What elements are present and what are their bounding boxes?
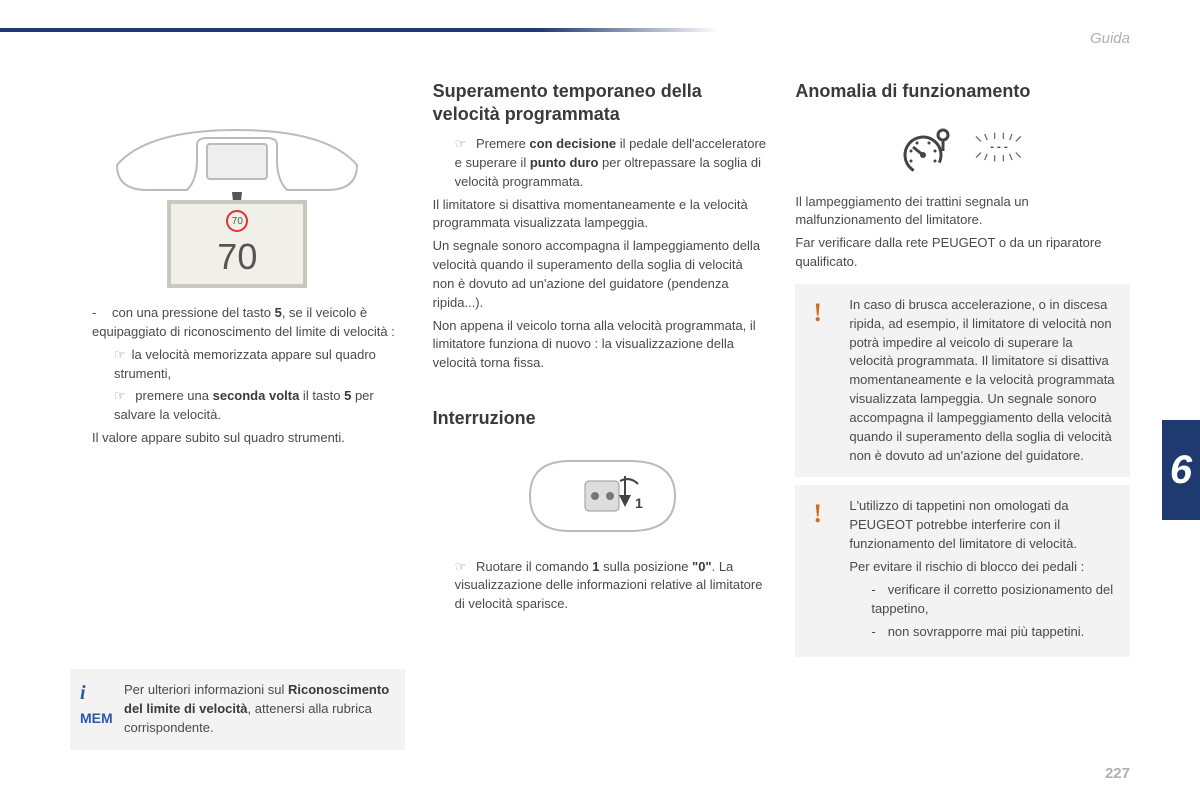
col2-heading-1: Superamento temporaneo della velocità pr… xyxy=(433,80,768,125)
info-box-mem: i MEM Per ulteriori informazioni sul Ric… xyxy=(70,669,405,750)
warning-2-bullet1: verificare il corretto posizionamento de… xyxy=(849,581,1116,619)
warning-2-bullet2: non sovrapporre mai più tappetini. xyxy=(849,623,1116,642)
warning-box-1: ! In caso di brusca accelerazione, o in … xyxy=(795,284,1130,478)
top-accent-bar xyxy=(0,28,1200,32)
column-3: Anomalia di funzionamento xyxy=(795,80,1130,750)
column-2: Superamento temporaneo della velocità pr… xyxy=(433,80,768,750)
col2-bullet-2: Ruotare il comando 1 sulla posizione "0"… xyxy=(433,558,768,615)
col3-para-2: Far verificare dalla rete PEUGEOT o da u… xyxy=(795,234,1130,272)
col2-para-2: Il limitatore si disattiva momentaneamen… xyxy=(433,196,768,234)
info-icon-i: i xyxy=(80,679,113,708)
page-number: 227 xyxy=(1105,765,1130,782)
flashing-dashes-icon: - - - xyxy=(971,119,1027,175)
warning-icon: ! xyxy=(813,495,822,533)
warning-icon: ! xyxy=(813,294,822,332)
col2-heading-2: Interruzione xyxy=(433,407,768,430)
svg-text:- - -: - - - xyxy=(990,141,1008,153)
warning-2-line2: Per evitare il rischio di blocco dei ped… xyxy=(849,558,1116,577)
svg-text:1: 1 xyxy=(635,495,643,511)
column-1: 70 70 con una pressione del tasto 5, se … xyxy=(70,80,405,750)
warning-box-2: ! L'utilizzo di tappetini non omologati … xyxy=(795,485,1130,657)
speed-limit-badge: 70 xyxy=(226,210,248,232)
warning-2-line1: L'utilizzo di tappetini non omologati da… xyxy=(849,497,1116,554)
info-badge: i MEM xyxy=(80,679,113,728)
speedometer-icon xyxy=(899,121,955,177)
col1-sub-2: premere una seconda volta il tasto 5 per… xyxy=(70,387,405,425)
col1-para-4: Il valore appare subito sul quadro strum… xyxy=(70,429,405,448)
info-badge-mem: MEM xyxy=(80,710,113,726)
dashboard-illustration: 70 70 xyxy=(107,80,367,290)
chapter-tab: 6 xyxy=(1162,420,1200,520)
stalk-svg: 1 xyxy=(510,446,690,546)
section-header: Guida xyxy=(1090,30,1130,47)
speed-value: 70 xyxy=(217,236,257,278)
col2-para-3: Un segnale sonoro accompagna il lampeggi… xyxy=(433,237,768,312)
col2-bullet-1: Premere con decisione il pedale dell'acc… xyxy=(433,135,768,192)
col1-bullet-1: con una pressione del tasto 5, se il vei… xyxy=(70,304,405,342)
gauge-illustration: - - - xyxy=(873,119,1053,179)
col3-heading-1: Anomalia di funzionamento xyxy=(795,80,1130,103)
instrument-screen: 70 70 xyxy=(167,200,307,288)
stalk-illustration: 1 xyxy=(510,446,690,546)
col2-para-4: Non appena il veicolo torna alla velocit… xyxy=(433,317,768,374)
col1-sub-1: la velocità memorizzata appare sul quadr… xyxy=(70,346,405,384)
content-columns: 70 70 con una pressione del tasto 5, se … xyxy=(70,80,1130,750)
col3-para-1: Il lampeggiamento dei trattini segnala u… xyxy=(795,193,1130,231)
warning-1-text: In caso di brusca accelerazione, o in di… xyxy=(849,297,1114,463)
